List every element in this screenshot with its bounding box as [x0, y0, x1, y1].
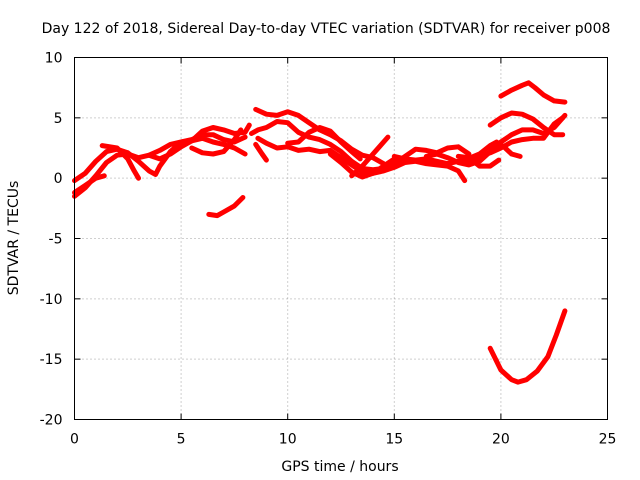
series-arc-14 [349, 134, 391, 179]
series-arc-1 [72, 132, 248, 199]
series-arc-16 [423, 112, 568, 168]
series-arc-13 [327, 151, 397, 180]
series-arc-4 [99, 143, 141, 181]
series-arc-2 [72, 135, 248, 184]
series-arc-12 [285, 125, 363, 162]
y-tick-label: -20 [40, 413, 63, 429]
series-arc-19 [487, 110, 566, 138]
chart-title: Day 122 of 2018, Sidereal Day-to-day VTE… [42, 21, 611, 37]
x-tick-label: 5 [177, 432, 186, 448]
tick-labels: 0 5 10 15 20 25 -20 -15 -10 -5 0 5 10 [40, 51, 617, 448]
grid [74, 57, 608, 420]
y-tick-label: 10 [45, 51, 63, 67]
x-tick-label: 25 [599, 432, 617, 448]
series-arc-18 [462, 139, 523, 163]
axis-ticks [74, 57, 608, 420]
y-tick-label: -15 [40, 352, 63, 368]
y-tick-label: 0 [54, 171, 63, 187]
series-arc-21 [487, 308, 568, 385]
series-arc-11 [253, 141, 269, 163]
series-arc-6 [189, 127, 244, 157]
y-tick-label: -5 [49, 232, 63, 248]
data-series [72, 80, 568, 385]
y-axis-label: SDTVAR / TECUs [6, 181, 22, 296]
plot-frame [74, 57, 608, 420]
y-tick-label: 5 [54, 111, 63, 127]
x-tick-label: 0 [70, 432, 79, 448]
series-arc-20 [498, 80, 568, 105]
y-tick-label: -10 [40, 292, 63, 308]
x-tick-label: 15 [385, 432, 403, 448]
series-arc-7 [206, 195, 246, 219]
x-axis-label: GPS time / hours [281, 459, 398, 475]
series-arc-10 [255, 135, 468, 184]
series-arc-3 [72, 173, 107, 196]
series-arc-9 [249, 119, 472, 173]
x-tick-label: 10 [279, 432, 297, 448]
x-tick-label: 20 [492, 432, 510, 448]
series-arc-8 [253, 106, 387, 167]
